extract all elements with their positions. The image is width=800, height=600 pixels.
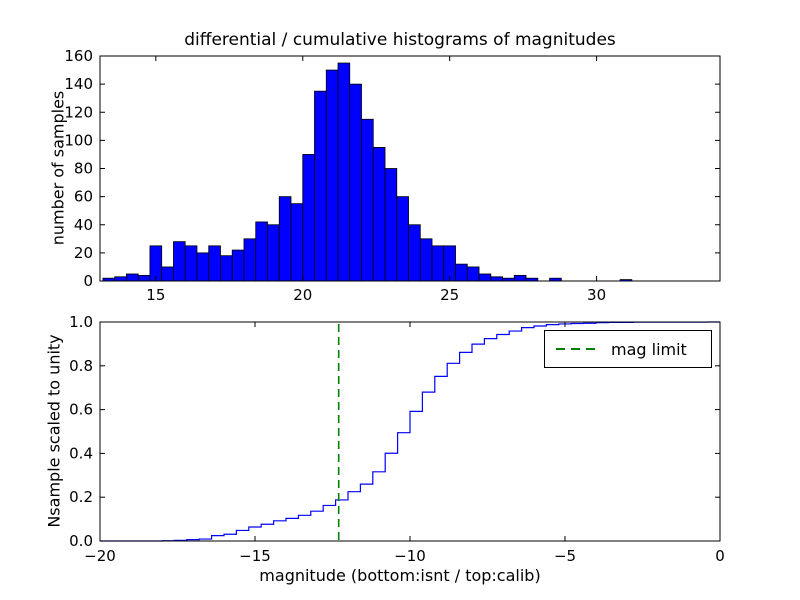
top-y-axis-label: number of samples (48, 90, 68, 246)
histogram-bar (396, 196, 409, 282)
legend-label: mag limit (611, 340, 687, 359)
bottom-x-tick-label: −5 (554, 547, 576, 565)
top-x-tick-label: 30 (587, 286, 606, 304)
histogram-bar (455, 263, 468, 282)
histogram-bar (114, 276, 127, 282)
histogram-bar (267, 224, 280, 282)
histogram-bar (302, 154, 315, 282)
bottom-x-tick-label: −20 (84, 547, 116, 565)
top-y-tick-label: 20 (74, 244, 93, 262)
histogram-bar (478, 273, 492, 282)
x-axis-label: magnitude (bottom:isnt / top:calib) (259, 566, 541, 585)
bottom-x-tick-label: −15 (239, 547, 271, 565)
histogram-bar (290, 203, 304, 282)
bottom-y-tick-label: 1.0 (69, 313, 93, 331)
histogram-bar (243, 238, 257, 282)
bottom-y-tick-label: 0.6 (69, 401, 93, 419)
bottom-x-tick-label: −10 (394, 547, 426, 565)
histogram-bar (431, 245, 445, 282)
top-y-tick-label: 100 (64, 131, 93, 149)
chart-title: differential / cumulative histograms of … (184, 30, 616, 50)
histogram-bar (361, 118, 374, 282)
histogram-bar (490, 276, 503, 282)
top-y-tick-label: 80 (74, 160, 93, 178)
bottom-y-axis-label: Nsample scaled to unity (44, 334, 64, 528)
histogram-bar (466, 266, 480, 282)
histogram-bar (314, 90, 327, 282)
top-y-tick-label: 140 (64, 75, 93, 93)
top-y-tick-label: 40 (74, 216, 93, 234)
histogram-bar (278, 196, 292, 282)
histogram-bar (220, 255, 233, 282)
histogram-bar (513, 274, 527, 282)
bottom-x-tick-label: 0 (715, 547, 725, 565)
top-y-tick-label: 160 (64, 47, 93, 65)
histogram-bar (231, 249, 245, 282)
histogram-bar (384, 168, 398, 282)
histogram-bar (408, 224, 421, 282)
cumulative-line (100, 321, 720, 542)
histogram-bar (196, 252, 210, 282)
top-y-tick-label: 60 (74, 188, 93, 206)
histogram-bar (184, 245, 198, 282)
histogram-bar (349, 83, 362, 282)
histogram-bar (419, 238, 433, 282)
histogram-bar (137, 274, 151, 282)
bottom-y-tick-label: 0.8 (69, 357, 93, 375)
bottom-y-tick-label: 0.2 (69, 488, 93, 506)
histogram-bar (325, 69, 339, 282)
top-x-tick-label: 20 (293, 286, 312, 304)
histogram-bar (443, 245, 456, 282)
bottom-y-tick-label: 0.4 (69, 444, 93, 462)
top-y-tick-label: 0 (83, 272, 93, 290)
top-x-tick-label: 15 (146, 286, 165, 304)
top-x-tick-label: 25 (440, 286, 459, 304)
histogram-bar (126, 273, 139, 282)
histogram-bar (372, 147, 386, 282)
histogram-bar (337, 62, 351, 282)
histogram-bar (149, 245, 163, 282)
top-y-tick-label: 120 (64, 103, 93, 121)
histogram-bar (161, 266, 174, 282)
bottom-y-tick-label: 0.0 (69, 532, 93, 550)
histogram-bar (173, 241, 186, 282)
histogram-bar (255, 221, 268, 282)
histogram-bar (208, 245, 221, 282)
